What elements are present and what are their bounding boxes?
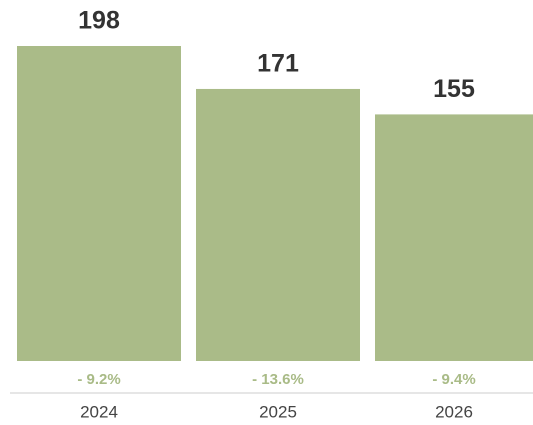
- x-tick-label: 2026: [435, 402, 473, 421]
- bar: [375, 114, 533, 361]
- bar: [17, 46, 181, 361]
- data-label: 198: [78, 7, 120, 35]
- change-label: - 9.4%: [432, 371, 475, 388]
- x-tick-label: 2025: [259, 402, 297, 421]
- data-label: 155: [433, 75, 475, 103]
- change-label: - 13.6%: [252, 371, 304, 388]
- x-tick-label: 2024: [80, 402, 118, 421]
- bar: [196, 88, 360, 362]
- data-label: 171: [257, 50, 299, 78]
- change-label: - 9.2%: [77, 371, 120, 388]
